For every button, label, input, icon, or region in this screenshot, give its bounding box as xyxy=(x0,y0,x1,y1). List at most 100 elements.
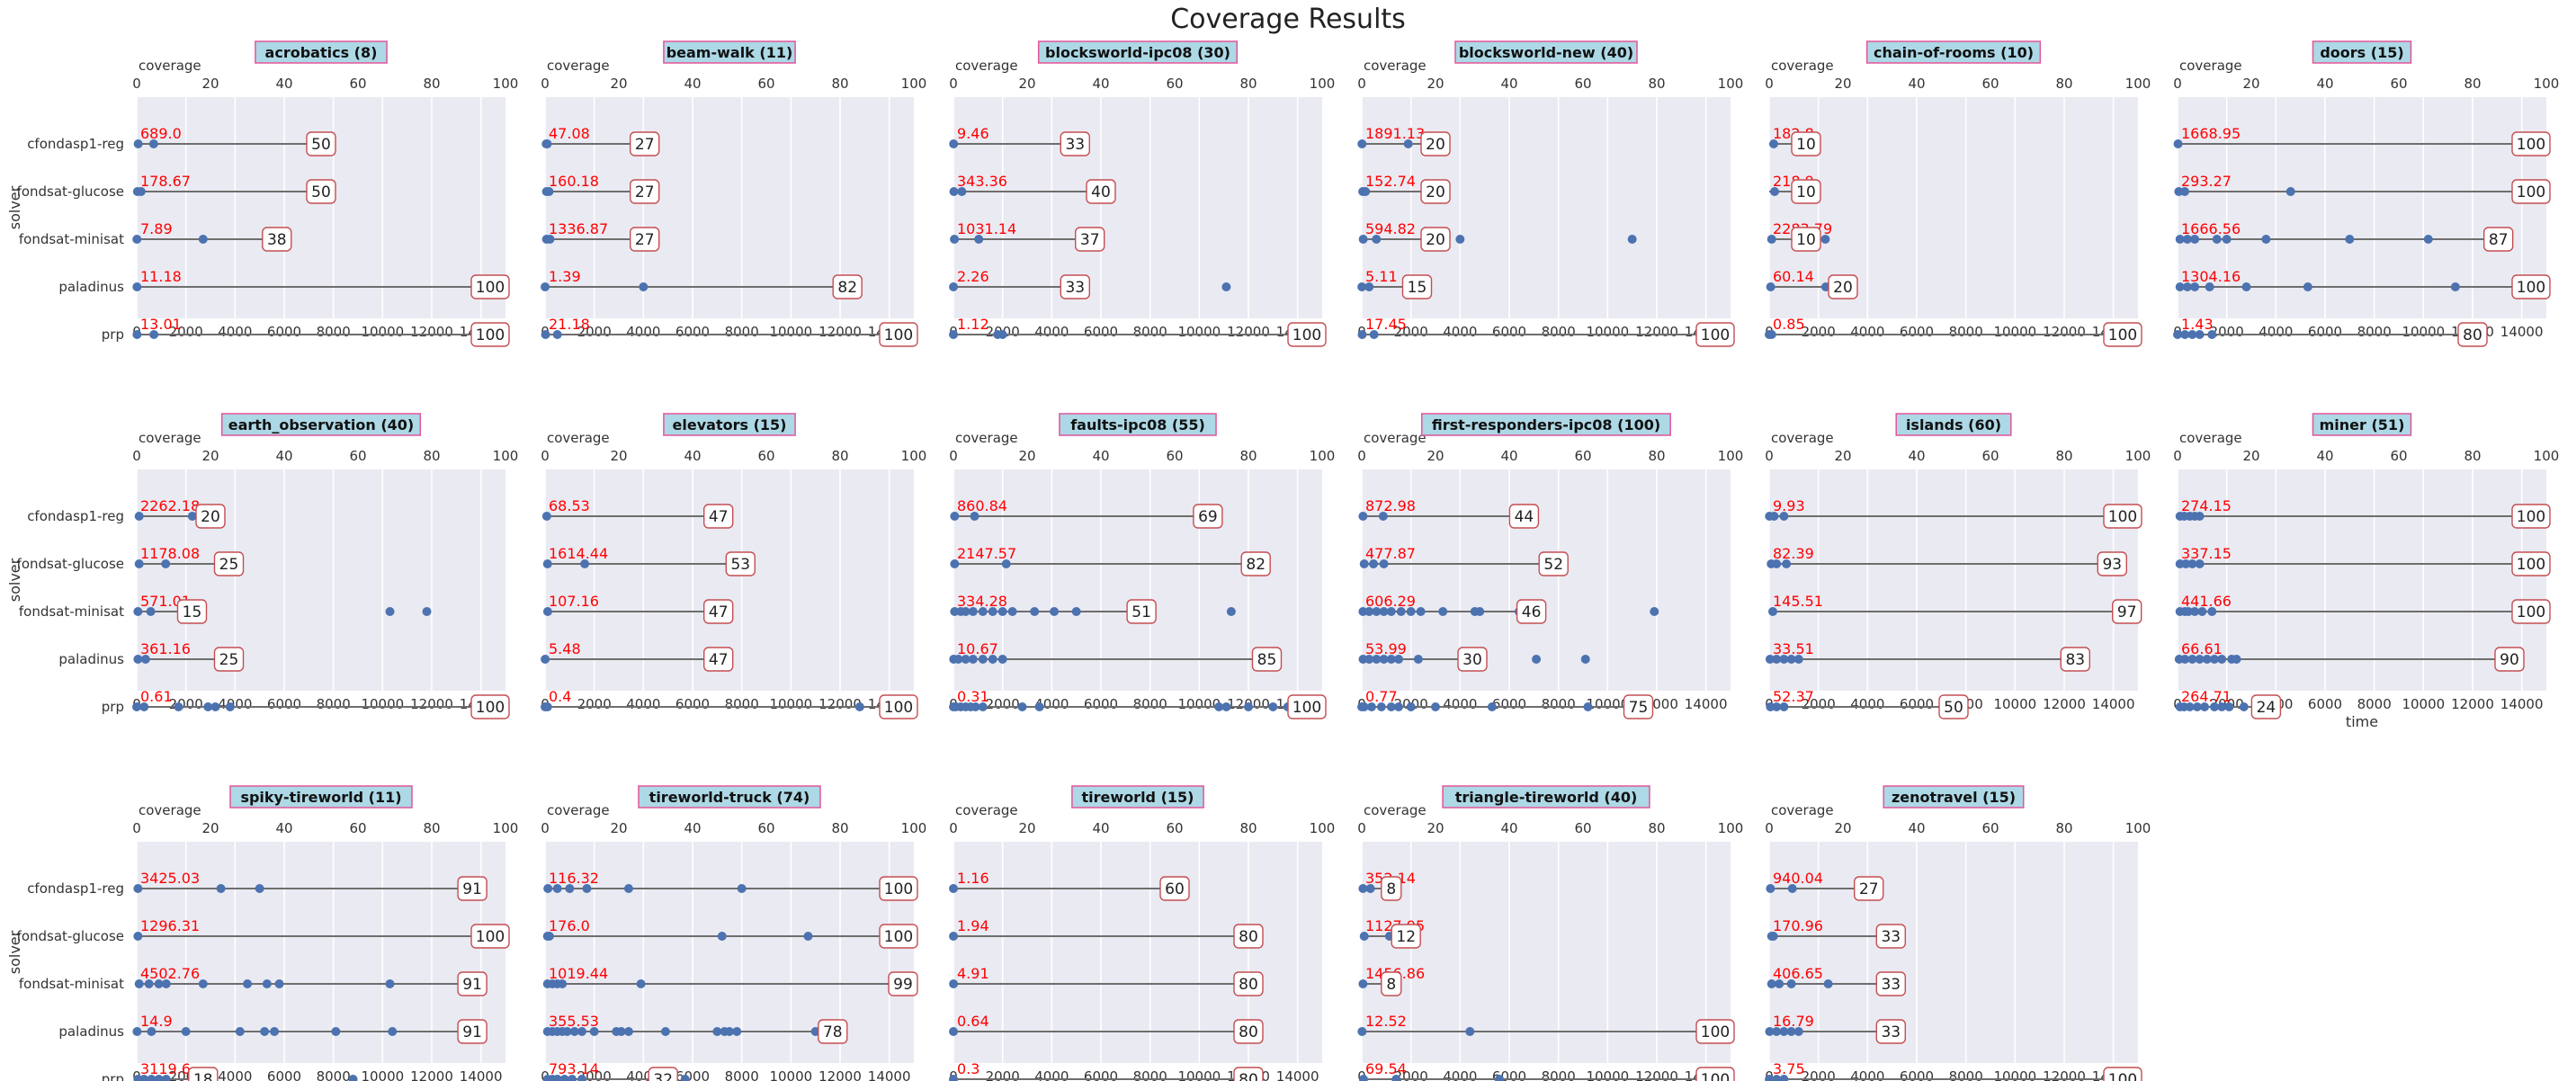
coverage-value: 100 xyxy=(2517,279,2545,297)
time-point xyxy=(1364,282,1374,291)
coverage-tick-label: 20 xyxy=(201,76,219,92)
solver-label: fondsat-minisat xyxy=(19,603,124,620)
coverage-tick-label: 100 xyxy=(901,76,927,92)
panel-title: first-responders-ipc08 (100) xyxy=(1432,416,1660,433)
time-point xyxy=(2180,187,2190,196)
coverage-axis-label: coverage xyxy=(955,802,1018,818)
coverage-tick-label: 20 xyxy=(1018,448,1035,464)
coverage-tick-label: 100 xyxy=(901,820,927,836)
coverage-tick-label: 60 xyxy=(1166,448,1183,464)
panel-title: tireworld (15) xyxy=(1082,789,1194,806)
coverage-value-box xyxy=(1695,1067,1735,1081)
time-point xyxy=(274,979,284,988)
coverage-tick-label: 20 xyxy=(201,820,219,836)
coverage-value-box xyxy=(648,1067,678,1081)
time-point xyxy=(1379,559,1389,568)
coverage-value: 100 xyxy=(884,326,913,344)
time-point xyxy=(139,1075,149,1081)
panel-background xyxy=(1362,469,1731,691)
coverage-value: 97 xyxy=(2117,603,2137,621)
time-point xyxy=(970,512,979,521)
time-point xyxy=(2241,282,2251,291)
time-point xyxy=(1431,702,1440,711)
coverage-value: 27 xyxy=(635,183,655,201)
time-point xyxy=(1359,559,1369,568)
coverage-value: 51 xyxy=(1131,603,1151,621)
coverage-value: 90 xyxy=(2500,651,2519,669)
coverage-value-box xyxy=(1875,971,1907,996)
time-label: 5.11 xyxy=(1365,268,1398,285)
time-point xyxy=(1772,1075,1782,1081)
time-point xyxy=(133,655,143,664)
time-point xyxy=(144,979,154,988)
coverage-value-box xyxy=(1875,924,1907,949)
time-point xyxy=(1364,655,1374,664)
panel-background xyxy=(545,842,914,1063)
time-point xyxy=(140,655,150,664)
coverage-tick-label: 60 xyxy=(1574,448,1591,464)
time-label: 860.84 xyxy=(957,497,1007,514)
coverage-tick-label: 20 xyxy=(610,820,627,836)
time-point xyxy=(2210,702,2219,711)
figure-title: Coverage Results xyxy=(1170,4,1406,35)
time-point xyxy=(1650,607,1659,616)
coverage-value: 69 xyxy=(1198,508,1218,526)
time-point xyxy=(1438,607,1448,616)
coverage-tick-label: 100 xyxy=(901,448,927,464)
coverage-tick-label: 40 xyxy=(275,76,292,92)
coverage-value-box xyxy=(457,1019,487,1044)
time-point xyxy=(2217,655,2227,664)
time-label: 1.43 xyxy=(2181,316,2214,333)
coverage-tick-label: 40 xyxy=(1092,448,1109,464)
coverage-tick-label: 60 xyxy=(757,76,774,92)
time-tick-label: 6000 xyxy=(675,1068,710,1081)
time-tick-label: 12000 xyxy=(410,696,453,712)
solver-axis-label: solver xyxy=(6,930,23,974)
coverage-value-box xyxy=(1420,179,1451,204)
time-point xyxy=(568,1075,577,1081)
time-point xyxy=(2224,702,2234,711)
time-point xyxy=(133,884,143,893)
time-point xyxy=(961,607,970,616)
coverage-value-box xyxy=(703,599,734,624)
coverage-tick-label: 0 xyxy=(541,76,550,92)
time-tick-label: 8000 xyxy=(1133,1068,1167,1081)
time-tick-label: 6000 xyxy=(1900,1068,1934,1081)
time-point xyxy=(1050,607,1060,616)
coverage-value-box xyxy=(1074,227,1105,252)
time-label: 160.18 xyxy=(549,173,599,190)
coverage-value: 27 xyxy=(1859,880,1879,898)
time-point xyxy=(1378,512,1388,521)
time-tick-label: 4000 xyxy=(1443,1068,1477,1081)
time-tick-label: 14000 xyxy=(868,1068,911,1081)
coverage-axis-label: coverage xyxy=(139,430,201,446)
solver-label: prp xyxy=(102,1071,124,1081)
time-point xyxy=(149,330,159,339)
coverage-tick-label: 0 xyxy=(1765,820,1774,836)
coverage-value-box xyxy=(630,179,660,204)
panel-title: elevators (15) xyxy=(673,416,787,433)
time-tick-label: 8000 xyxy=(1949,1068,1983,1081)
time-point xyxy=(154,979,164,988)
coverage-tick-label: 80 xyxy=(423,820,440,836)
time-point xyxy=(1786,979,1796,988)
coverage-value-box xyxy=(2511,551,2551,576)
time-point xyxy=(2197,607,2207,616)
time-tick-label: 6000 xyxy=(675,324,710,340)
panel-title-box xyxy=(638,785,821,809)
panel-title: acrobatics (8) xyxy=(265,44,378,61)
time-point xyxy=(1772,702,1782,711)
time-point xyxy=(1268,702,1278,711)
time-tick-label: 8000 xyxy=(1542,1068,1576,1081)
time-point xyxy=(950,559,960,568)
time-label: 2147.57 xyxy=(957,545,1016,562)
time-point xyxy=(949,1027,959,1036)
time-tick-label: 4000 xyxy=(626,324,660,340)
coverage-value-box xyxy=(2103,504,2142,529)
coverage-tick-label: 20 xyxy=(1427,820,1444,836)
coverage-value-box xyxy=(1060,131,1091,156)
time-tick-label: 14000 xyxy=(460,1068,503,1081)
time-point xyxy=(1358,512,1368,521)
time-point xyxy=(198,979,208,988)
time-label: 47.08 xyxy=(549,125,590,142)
